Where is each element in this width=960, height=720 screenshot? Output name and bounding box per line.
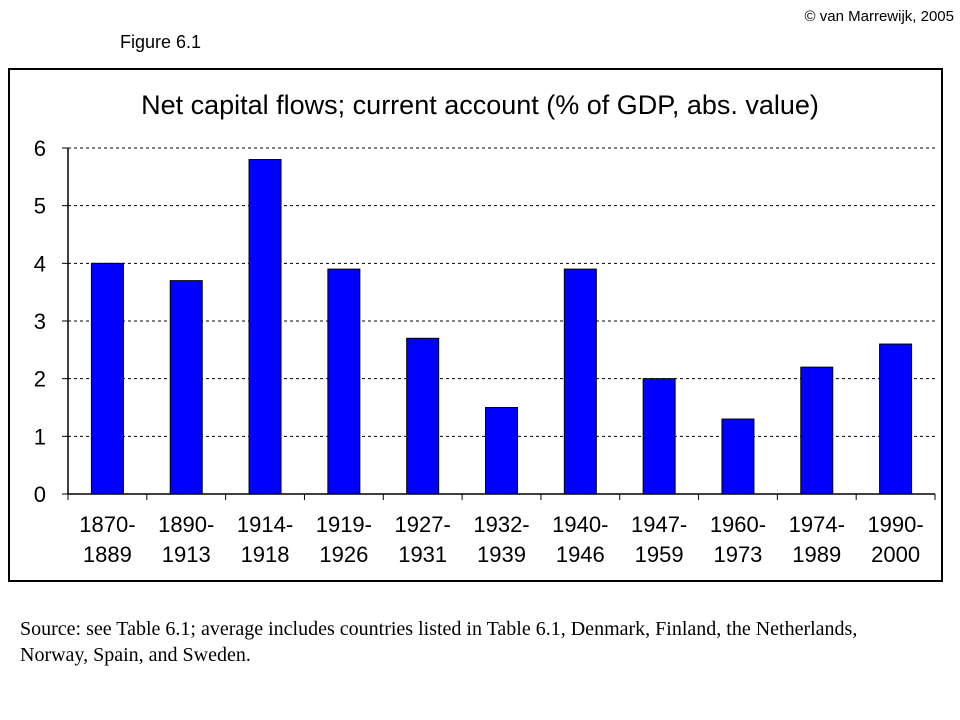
x-tick-label: 1926 [319, 542, 368, 567]
bar [800, 366, 834, 495]
bar [721, 418, 755, 495]
x-tick-label: 1990- [867, 512, 923, 537]
x-tick-label: 1940- [552, 512, 608, 537]
x-tick-label: 1973 [713, 542, 762, 567]
bar [485, 407, 518, 495]
x-tick-label: 1947- [631, 512, 687, 537]
x-tick-label: 1890- [158, 512, 214, 537]
x-tick-label: 1960- [710, 512, 766, 537]
x-tick-label: 1989 [792, 542, 841, 567]
figure-label: Figure 6.1 [120, 32, 202, 52]
chart-title: Net capital flows; current account (% of… [141, 90, 819, 120]
bar [879, 343, 913, 495]
x-tick-label: 1918 [241, 542, 290, 567]
y-tick-label: 3 [34, 309, 46, 334]
bar [563, 268, 597, 495]
y-tick-label: 6 [34, 136, 46, 161]
x-tick-label: 1870- [79, 512, 135, 537]
x-tick-label: 1889 [83, 542, 132, 567]
bar [169, 280, 203, 495]
bar [327, 268, 361, 495]
x-tick-label: 1974- [789, 512, 845, 537]
bar-chart: Net capital flows; current account (% of… [34, 90, 936, 567]
x-tick-label: 1914- [237, 512, 293, 537]
x-tick-label: 1927- [395, 512, 451, 537]
x-tick-label: 1946 [556, 542, 605, 567]
y-tick-label: 1 [34, 424, 46, 449]
y-tick-label: 5 [34, 194, 46, 219]
x-tick-label: 1931 [398, 542, 447, 567]
copyright-notice: © van Marrewijk, 2005 [804, 8, 954, 25]
x-tick-label: 1932- [473, 512, 529, 537]
x-tick-label: 2000 [871, 542, 920, 567]
y-tick-label: 2 [34, 367, 46, 392]
x-tick-label: 1919- [316, 512, 372, 537]
bar [642, 378, 676, 495]
bar [90, 262, 124, 495]
bar [248, 159, 282, 495]
x-tick-label: 1939 [477, 542, 526, 567]
x-tick-label: 1959 [635, 542, 684, 567]
y-tick-label: 0 [34, 482, 46, 507]
bar [406, 337, 440, 495]
x-tick-label: 1913 [162, 542, 211, 567]
source-note: Source: see Table 6.1; average includes … [20, 618, 858, 666]
chart-frame: Net capital flows; current account (% of… [8, 68, 943, 582]
y-tick-label: 4 [34, 251, 46, 276]
